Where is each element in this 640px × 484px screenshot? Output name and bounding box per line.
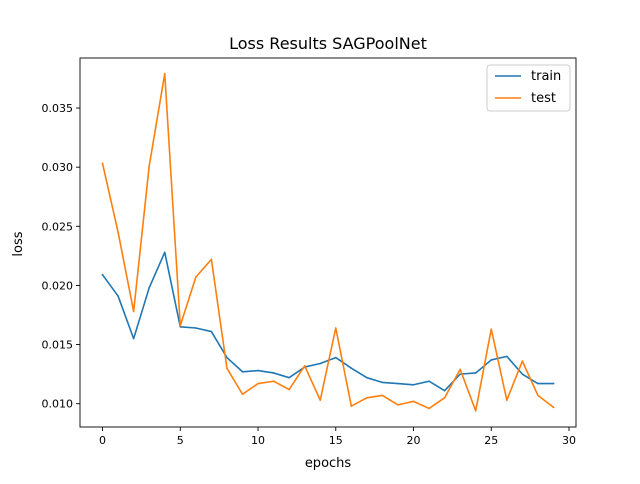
- x-tick-label: 20: [407, 434, 421, 447]
- series-line-test: [101, 72, 555, 412]
- data-point-train: [506, 355, 508, 358]
- data-point-train: [521, 373, 524, 375]
- data-point-train: [537, 382, 539, 385]
- x-tick-label: 30: [562, 434, 576, 447]
- data-point-train: [428, 380, 430, 383]
- x-tick-label: 0: [99, 434, 106, 447]
- x-tick-label: 15: [329, 434, 343, 447]
- data-point-train: [366, 376, 368, 379]
- legend: train test: [486, 64, 571, 112]
- data-point-train: [226, 356, 228, 359]
- data-point-train: [412, 383, 415, 386]
- data-point-test: [163, 72, 166, 75]
- y-tick-label: 0.020: [42, 279, 74, 292]
- legend-label-test: test: [531, 91, 556, 106]
- data-point-train: [490, 359, 493, 361]
- x-tick-label: 10: [251, 434, 265, 447]
- data-point-train: [132, 337, 135, 340]
- data-point-train: [210, 330, 213, 333]
- data-point-test: [272, 380, 275, 383]
- data-point-test: [537, 394, 539, 397]
- data-point-test: [334, 327, 337, 329]
- y-tick-label: 0.030: [42, 161, 74, 174]
- chart-title: Loss Results SAGPoolNet: [229, 34, 427, 53]
- data-point-train: [334, 356, 337, 359]
- data-point-test: [179, 324, 182, 327]
- data-point-train: [474, 372, 477, 374]
- data-point-test: [366, 396, 368, 399]
- data-point-train: [443, 389, 446, 392]
- data-point-test: [132, 310, 135, 313]
- data-point-test: [381, 394, 384, 397]
- plot-area: 0 5 10 15 20 25 30 0.010 0.015 0.020 0.025 0.030 0.0…: [42, 57, 577, 447]
- x-tick-label: 5: [177, 434, 184, 447]
- data-point-train: [381, 381, 384, 384]
- y-tick-label: 0.035: [42, 102, 74, 115]
- data-point-test: [443, 396, 446, 399]
- data-point-test: [226, 367, 228, 370]
- data-point-train: [257, 369, 259, 372]
- data-point-test: [459, 368, 461, 371]
- data-point-test: [257, 382, 259, 385]
- data-point-train: [319, 362, 322, 365]
- data-point-test: [397, 404, 399, 406]
- data-point-train: [552, 382, 555, 385]
- data-point-train: [350, 367, 353, 370]
- data-point-test: [412, 400, 415, 403]
- data-point-test: [195, 276, 197, 278]
- data-point-test: [288, 388, 290, 391]
- data-point-train: [459, 373, 461, 375]
- data-point-test: [350, 405, 353, 407]
- data-point-test: [474, 410, 477, 412]
- y-tick-label: 0.015: [42, 339, 74, 352]
- data-point-test: [506, 399, 508, 401]
- data-point-train: [101, 273, 104, 276]
- y-tick-label: 0.025: [42, 220, 74, 233]
- data-point-test: [428, 407, 430, 410]
- data-point-train: [179, 326, 182, 328]
- data-point-train: [117, 295, 119, 297]
- y-tick-label: 0.010: [42, 398, 74, 411]
- data-point-test: [210, 258, 213, 261]
- y-axis-label: loss: [11, 231, 26, 256]
- x-axis-label: epochs: [305, 456, 352, 471]
- data-point-test: [490, 328, 493, 330]
- data-point-test: [303, 365, 306, 367]
- data-point-test: [319, 399, 322, 401]
- data-point-train: [241, 370, 244, 373]
- data-point-test: [148, 165, 150, 167]
- data-point-test: [552, 406, 555, 409]
- data-point-test: [101, 162, 104, 165]
- data-point-train: [148, 287, 150, 289]
- data-point-train: [397, 382, 399, 385]
- data-point-train: [288, 376, 290, 379]
- data-point-train: [272, 372, 275, 374]
- data-point-test: [117, 231, 119, 234]
- x-tick-label: 25: [484, 434, 498, 447]
- data-point-test: [521, 360, 524, 362]
- data-point-test: [241, 393, 244, 396]
- legend-label-train: train: [531, 69, 561, 84]
- axes-frame: [79, 57, 577, 428]
- data-point-train: [195, 327, 197, 329]
- data-point-train: [163, 251, 166, 254]
